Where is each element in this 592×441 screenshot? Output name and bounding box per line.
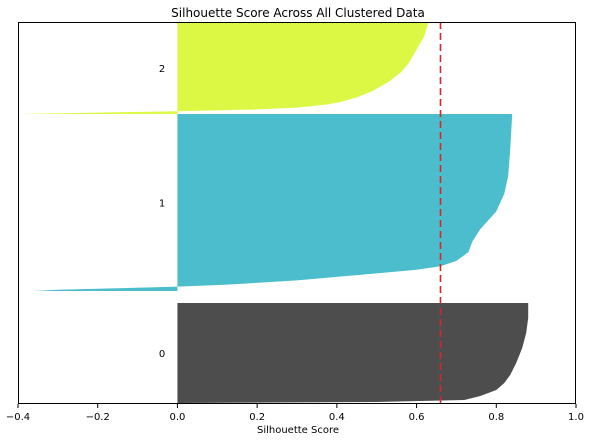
x-tick-label: 0.8 bbox=[488, 412, 504, 423]
x-tick-label: −0.4 bbox=[6, 412, 30, 423]
x-tick-label: 1.0 bbox=[568, 412, 584, 423]
cluster-label-0: 0 bbox=[159, 349, 165, 360]
cluster-band-2 bbox=[18, 22, 429, 114]
cluster-label-1: 1 bbox=[159, 199, 165, 210]
x-tick-label: −0.2 bbox=[86, 412, 110, 423]
cluster-band-1 bbox=[33, 114, 513, 291]
x-axis-ticks: −0.4 −0.2 0.0 0.2 0.4 0.6 0.8 1.0 bbox=[6, 404, 584, 423]
x-tick-label: 0.2 bbox=[249, 412, 265, 423]
x-tick-label: 0.4 bbox=[329, 412, 345, 423]
x-tick-label: 0.0 bbox=[169, 412, 185, 423]
plot-frame bbox=[18, 22, 576, 404]
x-tick-label: 0.6 bbox=[409, 412, 425, 423]
cluster-bands: 0 1 2 bbox=[18, 22, 529, 403]
cluster-label-2: 2 bbox=[159, 64, 165, 75]
cluster-band-0 bbox=[177, 303, 529, 403]
chart-title: Silhouette Score Across All Clustered Da… bbox=[171, 6, 425, 20]
x-axis-label: Silhouette Score bbox=[257, 425, 339, 436]
